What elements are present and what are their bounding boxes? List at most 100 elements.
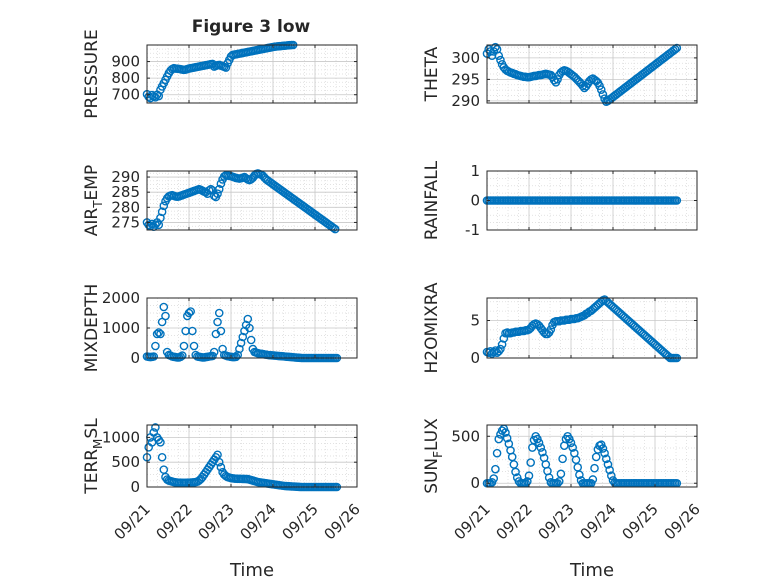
data-series [142,169,340,234]
data-point [494,434,504,444]
data-point [502,433,512,443]
data-point [596,85,606,94]
y-axis-label-main: TERR [82,449,102,495]
data-point [491,42,500,52]
data-point [491,464,500,474]
data-point [526,458,535,467]
x-axis-label: Time [569,560,614,581]
y-tick-label: 500 [111,453,140,471]
data-point [598,90,608,99]
y-axis-label-subscript: F [431,451,445,458]
minor-grid [487,425,697,487]
data-point [605,465,614,475]
data-point [494,346,504,356]
data-point [159,302,169,312]
y-tick-label: 2000 [102,289,140,307]
data-point [216,462,226,472]
data-point [538,447,547,457]
data-point [235,344,244,354]
y-tick-label: 800 [111,69,140,87]
data-point [154,328,164,337]
data-series [482,42,682,107]
axes-box [146,170,358,231]
data-point [489,474,499,483]
data-point [214,308,224,318]
data-point [494,51,504,61]
data-point [595,81,604,91]
data-point [556,469,566,479]
data-point [511,467,520,477]
data-point [246,335,256,345]
x-axis-label: Time [229,560,274,581]
y-tick-label: 900 [111,53,140,71]
data-point [672,196,682,205]
data-point [151,341,160,351]
subplot-4: -1 0 1 RAINFALL [422,160,698,240]
data-point [204,186,214,195]
y-axis-label: MIXDEPTH [82,284,102,373]
data-point [489,347,499,357]
y-axis-label: RAINFALL [422,160,442,240]
data-point [179,341,189,351]
subplot-2: 290 295 300 THETA [422,42,698,110]
axes-box [486,44,698,104]
y-tick-label: 0 [130,349,140,367]
data-point [213,317,222,327]
ticks [146,45,358,103]
data-point [553,75,562,84]
y-tick-label: 0 [130,478,140,496]
minor-grid [487,171,697,230]
data-point [206,184,216,194]
y-tick-label: 0 [470,474,480,492]
y-tick-label: 500 [451,427,480,445]
data-point [184,308,194,318]
data-point [156,329,165,339]
data-point [156,438,165,447]
data-point [607,471,616,481]
major-grid [147,45,357,103]
y-axis-label-tail: EMP [82,165,102,201]
data-point [186,307,195,316]
data-point [245,323,254,333]
data-point [598,444,608,453]
data-point [209,347,219,357]
data-point [177,351,187,360]
ticks [146,297,358,359]
data-point [236,338,246,348]
y-tick-label: 290 [451,92,480,110]
data-point [536,443,546,452]
ticks [486,45,698,103]
y-axis-label-main: H2OMIXRA [422,282,442,373]
data-point [603,460,613,469]
y-axis-label-subscript: M [91,439,105,449]
y-tick-label: 700 [111,86,140,104]
data-point [208,351,217,361]
data-point [330,224,340,234]
data-point [238,332,248,342]
y-axis-label: AIRTEMP [82,165,105,236]
data-point [496,55,505,65]
axes-box [146,424,358,488]
data-point [575,470,584,480]
y-axis-label: TERRMSL [82,418,105,495]
y-axis-label-tail: LUX [422,418,442,451]
data-point [534,438,544,448]
data-point [491,346,500,355]
major-grid [147,425,357,487]
y-axis-label: PRESSURE [82,29,102,118]
data-point [157,207,167,217]
y-axis-label-main: THETA [422,46,442,102]
data-point [501,428,510,437]
ticks [486,170,698,231]
y-tick-label: -1 [465,221,480,239]
y-axis-label-main: AIR [82,208,102,237]
data-point [578,81,588,91]
data-point [233,350,243,360]
minor-grid [147,45,357,103]
data-series [142,302,342,363]
y-axis-label: THETA [422,46,442,102]
